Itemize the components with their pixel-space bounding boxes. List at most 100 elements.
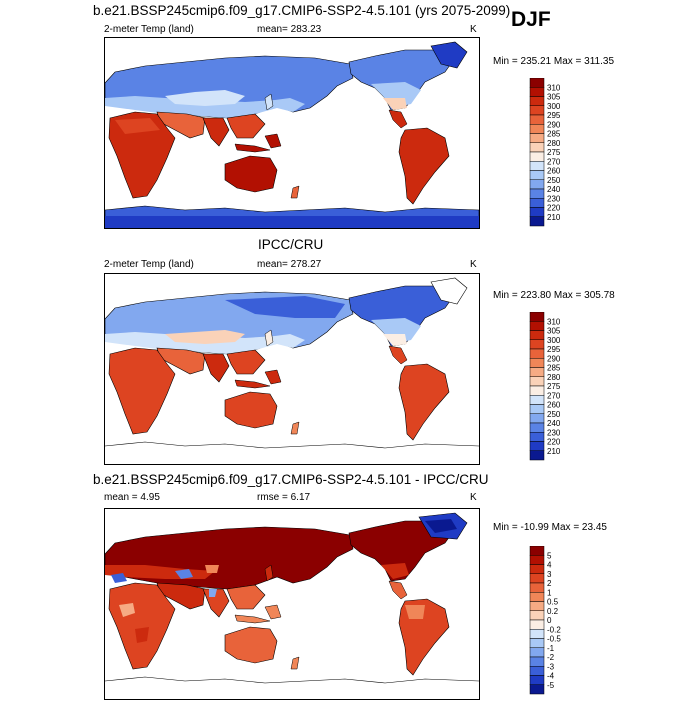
colorbar-tick-label: 260 [547, 167, 561, 176]
colorbar-tick-label: 300 [547, 336, 561, 345]
colorbar-swatch [529, 77, 545, 88]
panel1-map [104, 37, 480, 229]
panel1-title: b.e21.BSSP245cmip6.f09_g17.CMIP6-SSP2-4.… [93, 3, 511, 18]
colorbar-swatch [529, 656, 545, 667]
colorbar-tick-label: 3 [547, 570, 552, 579]
colorbar-swatch [529, 619, 545, 630]
colorbar-tick-label: -0.2 [547, 625, 561, 634]
colorbar-swatch [529, 198, 545, 208]
colorbar-swatch [529, 330, 545, 340]
colorbar-tick-label: 0 [547, 616, 552, 625]
colorbar-tick-label: 280 [547, 139, 561, 148]
colorbar-swatch [529, 367, 545, 377]
panel3-antarctica [105, 676, 479, 684]
colorbar-swatch [529, 441, 545, 451]
colorbar-swatch [529, 311, 545, 322]
colorbar-tick-label: 285 [547, 130, 561, 139]
panel3-australia [224, 626, 278, 664]
colorbar-tick-label: 230 [547, 428, 561, 437]
panel3-mean-label: mean = 4.95 [104, 492, 160, 503]
colorbar-tick-label: 230 [547, 194, 561, 203]
colorbar-tick-label: 270 [547, 391, 561, 400]
colorbar-swatch [529, 87, 545, 97]
colorbar-tick-label: 290 [547, 120, 561, 129]
panel2-africa [108, 347, 176, 435]
colorbar-tick-label: -5 [547, 681, 555, 690]
colorbar-swatch [529, 105, 545, 116]
colorbar-swatch [529, 555, 545, 565]
colorbar-tick-label: 310 [547, 317, 561, 326]
colorbar-swatch [529, 413, 545, 424]
panel3-se-asia [226, 584, 266, 610]
panel3-map [104, 508, 480, 700]
colorbar-tick-label: 210 [547, 447, 561, 456]
colorbar-swatch [529, 601, 545, 611]
colorbar-tick-label: 305 [547, 93, 561, 102]
colorbar-swatch [529, 358, 545, 368]
panel1-units-label: K [470, 24, 477, 35]
colorbar-swatch [529, 339, 545, 350]
panel3-eurasia [105, 526, 354, 590]
colorbar-swatch [529, 404, 545, 414]
season-label: DJF [511, 8, 551, 31]
colorbar-swatch [529, 216, 545, 227]
panel2-title: IPCC/CRU [258, 237, 324, 252]
colorbar-tick-label: 5 [547, 551, 552, 560]
colorbar-swatch [529, 124, 545, 134]
colorbar-swatch [529, 207, 545, 217]
colorbar-swatch [529, 321, 545, 331]
colorbar-tick-label: -4 [547, 672, 555, 681]
panel1-variable-label: 2-meter Temp (land) [104, 24, 194, 35]
panel2-south-america [398, 363, 450, 441]
colorbar-tick-label: 1 [547, 588, 552, 597]
panel2-australia [224, 391, 278, 429]
colorbar-swatch [529, 684, 545, 695]
colorbar-swatch [529, 376, 545, 387]
panel3-minmax-label: Min = -10.99 Max = 23.45 [493, 522, 607, 533]
colorbar-tick-label: 280 [547, 373, 561, 382]
colorbar-swatch [529, 385, 545, 396]
panel1-colorbar: 310 305 300 295 290 285 280 275 270 260 250 240 230 2… [528, 77, 578, 228]
colorbar-swatch [529, 610, 545, 621]
panel1-mean-label: mean= 283.23 [257, 24, 322, 35]
colorbar-swatch [529, 114, 545, 125]
colorbar-swatch [529, 629, 545, 639]
colorbar-tick-label: 295 [547, 111, 561, 120]
panel1-minmax-label: Min = 235.21 Max = 311.35 [493, 56, 615, 67]
colorbar-swatch [529, 179, 545, 190]
panel3-africa [108, 582, 176, 670]
panel2-minmax-label: Min = 223.80 Max = 305.78 [493, 290, 615, 301]
colorbar-swatch [529, 142, 545, 153]
colorbar-tick-label: 290 [547, 354, 561, 363]
colorbar-swatch [529, 675, 545, 685]
colorbar-tick-label: 220 [547, 204, 561, 213]
colorbar-tick-label: 240 [547, 185, 561, 194]
panel2-mean-label: mean= 278.27 [257, 259, 322, 270]
panel3-colorbar: 5 4 3 2 1 0.5 0.2 0 -0.2 -0.5 -1 -2 -3 -4 -5 [528, 545, 578, 696]
panel1-greenland [430, 41, 468, 69]
colorbar-swatch [529, 161, 545, 171]
colorbar-swatch [529, 666, 545, 676]
panel2-units-label: K [470, 259, 477, 270]
colorbar-tick-label: 220 [547, 438, 561, 447]
colorbar-swatch [529, 348, 545, 359]
colorbar-tick-label: 0.5 [547, 598, 559, 607]
colorbar-tick-label: -2 [547, 653, 555, 662]
colorbar-tick-label: 295 [547, 345, 561, 354]
colorbar-swatch [529, 564, 545, 574]
panel2-variable-label: 2-meter Temp (land) [104, 259, 194, 270]
colorbar-swatch [529, 151, 545, 162]
panel3-north-america [348, 520, 456, 582]
colorbar-swatch [529, 96, 545, 106]
colorbar-swatch [529, 582, 545, 593]
colorbar-tick-label: -0.5 [547, 635, 561, 644]
colorbar-tick-label: 4 [547, 561, 552, 570]
colorbar-swatch [529, 170, 545, 180]
colorbar-swatch [529, 133, 545, 143]
colorbar-tick-label: 270 [547, 157, 561, 166]
colorbar-swatch [529, 647, 545, 658]
colorbar-swatch [529, 432, 545, 442]
colorbar-tick-label: -1 [547, 644, 555, 653]
panel1-india [202, 117, 230, 147]
colorbar-swatch [529, 545, 545, 556]
